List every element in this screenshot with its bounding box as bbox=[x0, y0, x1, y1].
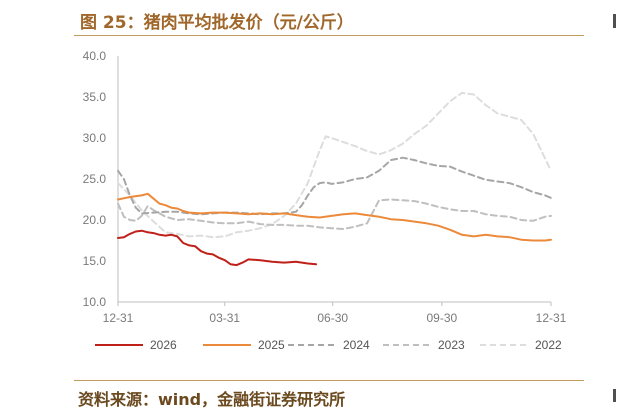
y-tick-label: 10.0 bbox=[83, 295, 107, 309]
x-tick-label: 06-30 bbox=[317, 311, 348, 325]
x-tick-label: 09-30 bbox=[427, 311, 458, 325]
y-axis: 10.0 15.0 20.0 25.0 30.0 35.0 40.0 bbox=[83, 49, 119, 309]
title-divider bbox=[74, 35, 584, 36]
legend-label-2024: 2024 bbox=[343, 338, 370, 352]
adjacent-column-marker-bottom bbox=[613, 389, 616, 402]
series-layer bbox=[117, 91, 552, 267]
source-note: 资料来源：wind，金融街证券研究所 bbox=[78, 390, 346, 409]
y-tick-label: 35.0 bbox=[83, 90, 107, 104]
source-divider bbox=[74, 380, 584, 381]
x-axis: 12-31 03-31 06-30 09-30 12-31 bbox=[103, 301, 567, 325]
legend-label-2023: 2023 bbox=[438, 338, 465, 352]
y-tick-label: 25.0 bbox=[83, 172, 107, 186]
series-line-2024 bbox=[117, 156, 552, 216]
y-tick-label: 40.0 bbox=[83, 49, 107, 63]
legend: 2026 2025 2024 2023 2022 bbox=[95, 338, 562, 352]
x-tick-label: 12-31 bbox=[103, 311, 134, 325]
series-line-2023 bbox=[117, 198, 552, 230]
series-line-2026 bbox=[117, 229, 318, 267]
series-line-2025 bbox=[117, 192, 552, 242]
series-line-2022 bbox=[117, 91, 552, 239]
x-tick-label: 12-31 bbox=[536, 311, 567, 325]
figure-title: 图 25：猪肉平均批发价（元/公斤） bbox=[80, 13, 354, 33]
legend-label-2025: 2025 bbox=[258, 338, 285, 352]
y-tick-label: 20.0 bbox=[83, 213, 107, 227]
legend-label-2026: 2026 bbox=[150, 338, 177, 352]
adjacent-column-marker bbox=[613, 14, 616, 28]
y-tick-label: 30.0 bbox=[83, 131, 107, 145]
x-tick-label: 03-31 bbox=[209, 311, 240, 325]
legend-label-2022: 2022 bbox=[535, 338, 562, 352]
y-tick-label: 15.0 bbox=[83, 254, 107, 268]
